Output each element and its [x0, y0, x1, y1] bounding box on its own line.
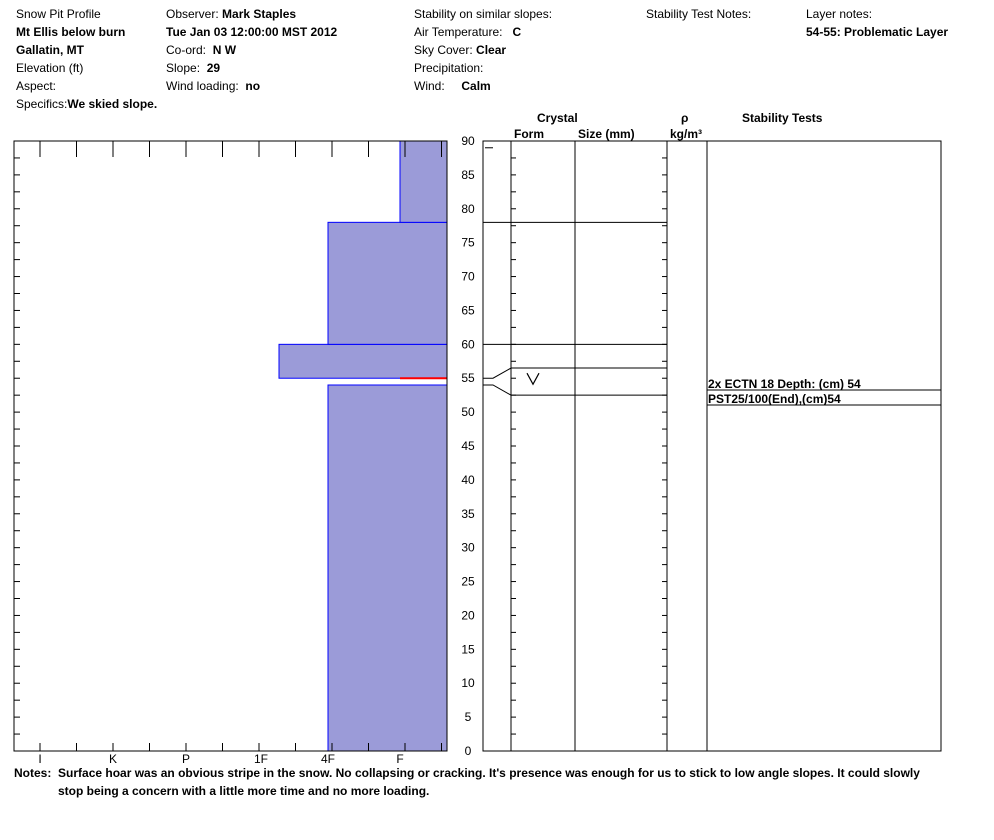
depth-tick-label: 75	[461, 236, 475, 250]
hardness-tick-label: 4F	[321, 752, 335, 766]
wind-loading: Wind loading: no	[166, 79, 260, 93]
hardness-tick-label: K	[109, 752, 117, 766]
stability-test-entry: PST25/100(End),(cm)54	[708, 392, 841, 406]
pit-title: Snow Pit Profile	[16, 7, 101, 21]
air-temp-value: C	[512, 25, 522, 39]
wind: Wind: Calm	[414, 79, 491, 93]
depth-tick-label: 15	[461, 642, 475, 656]
depth-tick-label: 10	[461, 676, 475, 690]
depth-tick-label: 60	[461, 337, 475, 351]
depth-tick-label: 85	[461, 168, 475, 182]
wind-loading-label: Wind loading:	[166, 79, 239, 93]
specifics-label: Specifics:	[16, 97, 68, 111]
hardness-layer-bar	[327, 221, 448, 345]
sky-cover: Sky Cover: Clear	[414, 43, 506, 57]
coord: Co-ord: N W	[166, 43, 236, 57]
hardness-tick-label: P	[182, 752, 190, 766]
slope-label: Slope:	[166, 61, 201, 75]
crystal-header: Crystal	[537, 111, 578, 125]
notes: Notes: Surface hoar was an obvious strip…	[14, 764, 954, 800]
density-unit-header: kg/m³	[670, 127, 703, 141]
hardness-layer-bar	[278, 343, 448, 379]
stability-test-notes-label: Stability Test Notes:	[646, 7, 752, 21]
depth-tick-label: 5	[465, 710, 472, 724]
depth-tick-label: 40	[461, 473, 475, 487]
layer-notes-label: Layer notes:	[806, 7, 873, 21]
depth-tick-label: 25	[461, 575, 475, 589]
location: Mt Ellis below burn	[16, 25, 126, 39]
depth-tick-label: 20	[461, 608, 475, 622]
depth-tick-label: 90	[461, 134, 475, 148]
stability-similar-label: Stability on similar slopes:	[414, 7, 553, 21]
sky-label: Sky Cover:	[414, 43, 473, 57]
depth-tick-label: 80	[461, 202, 475, 216]
depth-tick-label: 55	[461, 371, 475, 385]
hardness-tick-label: I	[38, 752, 41, 766]
region: Gallatin, MT	[16, 43, 85, 57]
specifics: Specifics:We skied slope.	[16, 97, 157, 111]
depth-tick-label: 45	[461, 439, 475, 453]
observer: Observer: Mark Staples	[166, 7, 296, 21]
notes-line-1: Surface hoar was an obvious stripe in th…	[58, 766, 920, 780]
hardness-tick-label: 1F	[254, 752, 268, 766]
coord-value: N W	[212, 43, 237, 57]
notes-label: Notes:	[14, 766, 52, 780]
observation-date: Tue Jan 03 12:00:00 MST 2012	[166, 25, 338, 39]
wind-value: Calm	[461, 79, 491, 93]
layer-notes-value: 54-55: Problematic Layer	[806, 25, 949, 39]
observer-label: Observer:	[166, 7, 219, 21]
slope-value: 29	[206, 61, 221, 75]
layer-connector-line	[483, 384, 512, 396]
aspect-label: Aspect:	[16, 79, 57, 93]
layer-connector-line	[483, 367, 512, 379]
depth-tick-label: 30	[461, 541, 475, 555]
coord-label: Co-ord:	[166, 43, 207, 57]
depth-tick-label: 0	[465, 744, 472, 758]
sky-value: Clear	[476, 43, 507, 57]
hardness-layer-bar	[399, 140, 448, 223]
observer-value: Mark Staples	[222, 7, 297, 21]
depth-tick-label: 50	[461, 405, 475, 419]
precip-label: Precipitation:	[414, 61, 484, 75]
stability-test-entry: 2x ECTN 18 Depth: (cm) 54	[708, 377, 861, 391]
size-header: Size (mm)	[578, 127, 635, 141]
form-header: Form	[514, 127, 544, 141]
hardness-layer-bar	[327, 384, 448, 752]
crystal-table-frame	[482, 140, 942, 752]
wind-loading-value: no	[245, 79, 261, 93]
wind-label: Wind:	[414, 79, 445, 93]
air-temp-label: Air Temperature:	[414, 25, 503, 39]
notes-line-2: stop being a concern with a little more …	[58, 784, 430, 798]
elevation-label: Elevation (ft)	[16, 61, 84, 75]
rho-header: ρ	[681, 111, 689, 125]
specifics-value: We skied slope.	[67, 97, 158, 111]
hardness-tick-label: F	[396, 752, 403, 766]
air-temp: Air Temperature: C	[414, 25, 521, 39]
stability-tests-header: Stability Tests	[742, 111, 823, 125]
depth-tick-label: 70	[461, 270, 475, 284]
slope: Slope: 29	[166, 61, 220, 75]
surface-hoar-symbol	[526, 372, 540, 386]
depth-tick-label: 35	[461, 507, 475, 521]
depth-tick-label: 65	[461, 303, 475, 317]
